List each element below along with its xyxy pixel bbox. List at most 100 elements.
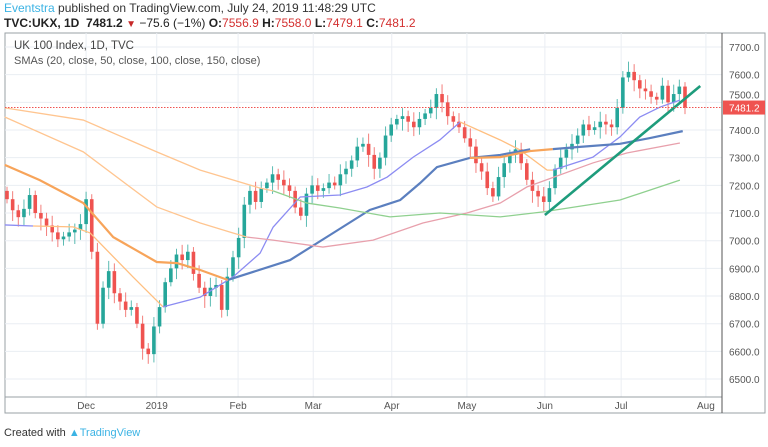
close-label: C: — [366, 16, 379, 30]
candle-up — [174, 254, 179, 269]
y-tick-label: 7500.0 — [729, 91, 760, 102]
candle-up — [389, 124, 393, 136]
y-tick-label: 7200.0 — [729, 181, 760, 192]
candle-down — [50, 225, 54, 233]
candle-down — [56, 232, 60, 240]
candle-up — [248, 190, 252, 205]
candle-up — [310, 185, 314, 194]
candle-up — [78, 224, 83, 230]
candle-up — [225, 276, 230, 310]
y-tick-label: 6500.0 — [729, 375, 760, 386]
candle-down — [638, 80, 642, 89]
candle-up — [615, 107, 619, 128]
candle-down — [253, 190, 258, 202]
x-tick-label: May — [457, 401, 476, 412]
candle-down — [140, 323, 145, 349]
candle-up — [581, 124, 586, 136]
candle-down — [412, 121, 416, 128]
publish-info: Eventstra published on TradingView.com, … — [4, 1, 376, 15]
last-price-tag-label: 7481.2 — [729, 104, 760, 115]
candle-down — [451, 116, 456, 122]
candle-up — [400, 116, 405, 119]
candle-down — [276, 174, 280, 180]
candle-down — [5, 190, 9, 200]
candle-up — [349, 160, 354, 169]
sma-line-sma20 — [552, 99, 681, 171]
candle-down — [372, 154, 377, 169]
sma-line-sma50 — [552, 130, 683, 151]
candle-up — [73, 229, 77, 233]
open-value: 7556.9 — [222, 16, 259, 30]
y-tick-label: 6700.0 — [729, 320, 760, 331]
candle-up — [502, 163, 506, 178]
created-with: Created with — [4, 427, 66, 439]
candle-up — [592, 127, 597, 131]
candle-down — [541, 196, 546, 202]
last-price-tag — [723, 100, 765, 115]
y-tick-label: 7400.0 — [729, 126, 760, 137]
candle-down — [118, 293, 122, 302]
y-tick-label: 6900.0 — [729, 264, 760, 275]
low-value: 7479.1 — [326, 16, 363, 30]
high-value: 7558.0 — [274, 16, 312, 30]
candle-down — [146, 348, 151, 355]
candle-down — [468, 138, 473, 147]
candle-up — [564, 149, 569, 158]
candle-down — [462, 127, 467, 139]
candle-down — [89, 199, 94, 252]
candle-down — [16, 210, 21, 218]
candle-up — [265, 182, 269, 189]
chart-legend-title: UK 100 Index, 1D, TVC — [14, 40, 134, 52]
candle-up — [383, 135, 388, 158]
candle-up — [61, 236, 66, 240]
y-tick-label: 7000.0 — [729, 237, 760, 248]
candle-up — [67, 232, 71, 237]
x-tick-label: 2019 — [146, 401, 169, 412]
candle-up — [434, 94, 439, 108]
y-tick-label: 7300.0 — [729, 154, 760, 165]
candle-down — [219, 284, 224, 310]
close-value: 7481.2 — [378, 16, 416, 30]
candle-up — [508, 154, 512, 164]
tradingview-link[interactable]: TradingView — [79, 427, 141, 439]
candle-down — [332, 182, 337, 186]
candle-down — [39, 213, 43, 219]
candle-up — [423, 113, 427, 119]
change: −75.6 (−1%) — [139, 16, 206, 30]
candle-up — [355, 146, 360, 161]
candle-up — [242, 204, 247, 238]
author-link[interactable]: Eventstra — [4, 1, 55, 15]
candle-down — [525, 163, 529, 180]
candle-up — [129, 307, 134, 310]
indicator-legend[interactable]: SMAs (20, close, 50, close, 100, close, … — [14, 55, 261, 67]
sma-line-sma20 — [4, 224, 34, 227]
candle-down — [536, 190, 540, 197]
candle-up — [677, 86, 682, 95]
y-tick-label: 7600.0 — [729, 71, 760, 82]
candle-down — [485, 171, 490, 189]
candle-down — [643, 88, 648, 92]
candle-down — [123, 301, 128, 310]
candle-down — [445, 102, 450, 117]
tradingview-logo-icon: ▲ — [68, 427, 80, 439]
candle-up — [395, 118, 399, 125]
x-tick-label: Jun — [537, 401, 553, 412]
x-tick-label: Dec — [77, 401, 95, 412]
chart-frame — [4, 32, 766, 414]
open-label: O: — [208, 16, 223, 30]
candle-up — [106, 271, 111, 288]
candle-down — [666, 85, 670, 103]
sma-line-sma20 — [32, 225, 164, 308]
candle-up — [338, 174, 343, 186]
candle-up — [671, 94, 676, 103]
candle-down — [609, 124, 614, 128]
candle-up — [575, 135, 580, 144]
y-tick-label: 6800.0 — [729, 292, 760, 303]
candle-down — [299, 207, 303, 216]
candle-down — [197, 273, 201, 288]
candle-up — [327, 182, 331, 189]
candle-down — [315, 185, 320, 191]
sma-line-sma150 — [272, 179, 681, 218]
candle-up — [22, 208, 26, 218]
